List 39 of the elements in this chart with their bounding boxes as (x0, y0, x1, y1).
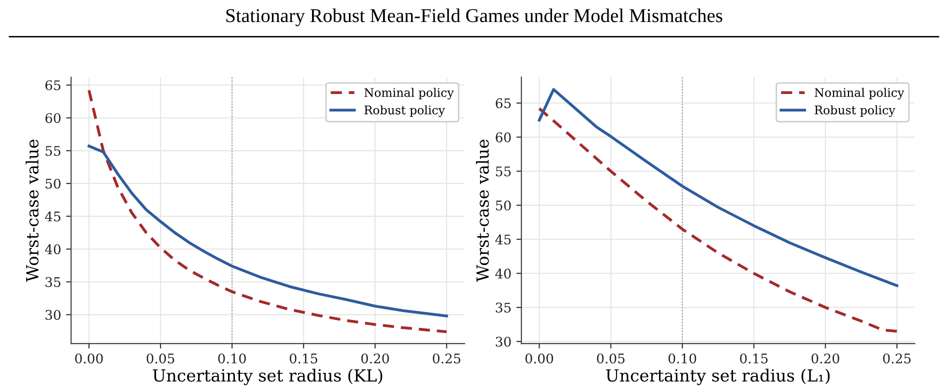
y-tick-label: 55 (46, 146, 60, 156)
y-tick-label: 50 (46, 178, 60, 189)
y-axis-title: Worst-case value (476, 140, 489, 282)
y-tick-label: 65 (45, 80, 60, 90)
y-tick-label: 60 (45, 113, 60, 124)
x-tick-label: 0.20 (361, 353, 389, 364)
y-tick-label: 40 (44, 244, 60, 254)
x-tick-label: 0.00 (525, 353, 554, 364)
y-tick-label: 35 (496, 302, 511, 313)
y-tick-label: 45 (495, 234, 511, 245)
x-axis-title: Uncertainty set radius (KL) (152, 368, 382, 386)
legend-label: Robust policy (364, 105, 445, 117)
x-tick-label: 0.00 (75, 353, 103, 364)
x-axis-title: Uncertainty set radius (L₁) (606, 368, 830, 386)
x-tick-label: 0.15 (740, 353, 768, 364)
y-tick-label: 30 (496, 336, 511, 347)
y-tick-label: 30 (46, 310, 60, 320)
x-tick-label: 0.20 (812, 353, 840, 364)
text: Stationary Robust Mean-Field Games under Model Mismatches (226, 8, 722, 26)
y-axis-title: Worst-case value (26, 140, 39, 282)
y-tick-label: 55 (496, 166, 511, 176)
y-tick-label: 40 (495, 268, 511, 279)
legend-label: Nominal policy (364, 88, 454, 100)
y-tick-label: 60 (496, 132, 511, 142)
y-tick-label: 45 (44, 211, 60, 222)
x-tick-label: 0.25 (883, 353, 911, 364)
y-tick-label: 50 (496, 200, 511, 210)
legend-label: Robust policy (814, 105, 896, 117)
y-tick-label: 35 (46, 277, 60, 288)
y-tick-label: 65 (496, 98, 511, 108)
line-series (88, 144, 448, 318)
x-tick-label: 0.15 (290, 353, 318, 364)
x-tick-label: 0.10 (668, 353, 696, 364)
x-tick-label: 0.05 (596, 353, 624, 364)
x-tick-label: 0.10 (218, 353, 246, 364)
line-series (538, 107, 898, 333)
x-tick-label: 0.25 (432, 353, 460, 364)
legend-label: Nominal policy (814, 88, 904, 100)
x-tick-label: 0.05 (146, 353, 174, 364)
